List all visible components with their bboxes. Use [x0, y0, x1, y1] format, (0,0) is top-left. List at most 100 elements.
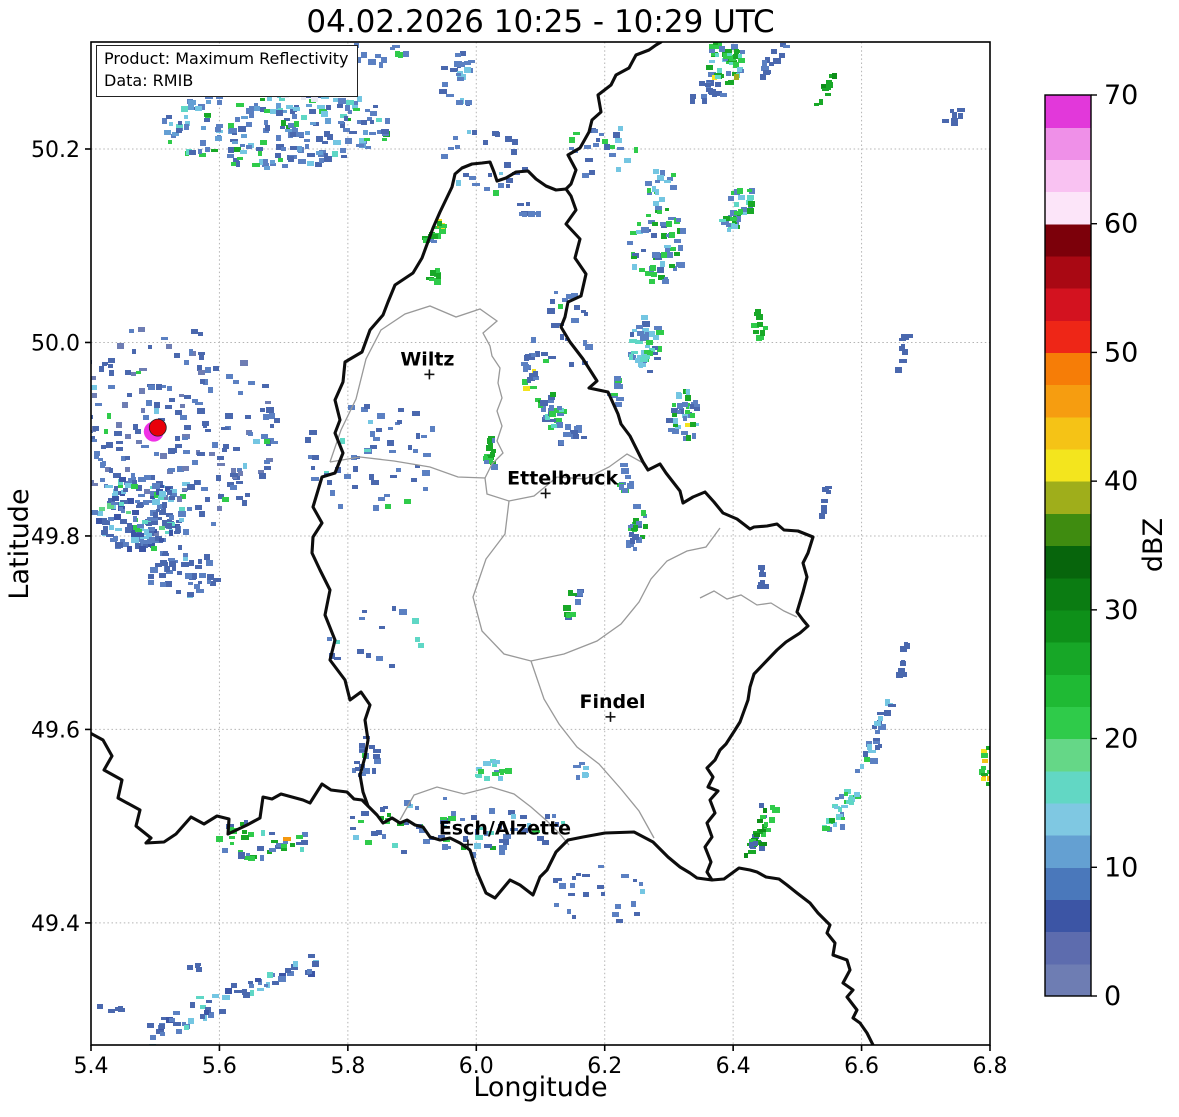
radar-echo-pixel	[159, 538, 164, 542]
radar-echo-pixel	[667, 177, 673, 181]
radar-echo-pixel	[203, 379, 208, 385]
radar-echo-pixel	[581, 310, 586, 313]
radar-echo-pixel	[616, 167, 621, 172]
radar-echo-pixel	[108, 498, 115, 502]
radar-echo-pixel	[737, 188, 743, 194]
radar-echo-pixel	[753, 330, 759, 334]
radar-echo-pixel	[168, 448, 175, 454]
radar-echo-pixel	[759, 803, 764, 808]
radar-echo-pixel	[602, 139, 608, 144]
radar-echo-pixel	[760, 815, 766, 819]
radar-echo-pixel	[373, 437, 380, 441]
radar-echo-pixel	[855, 769, 860, 773]
radar-echo-pixel	[53, 422, 59, 426]
radar-echo-pixel	[637, 355, 642, 361]
radar-echo-pixel	[68, 376, 73, 381]
colorbar-band	[1045, 159, 1091, 193]
radar-echo-pixel	[154, 452, 159, 456]
radar-echo-pixel	[709, 47, 715, 53]
radar-echo-pixel	[492, 762, 497, 767]
colorbar-tick-label: 70	[1104, 80, 1138, 111]
x-tick-label: 6.6	[844, 1054, 879, 1079]
radar-echo-pixel	[119, 502, 124, 506]
radar-echo-pixel	[571, 293, 578, 299]
radar-echo-pixel	[154, 531, 159, 536]
radar-echo-pixel	[379, 626, 385, 629]
radar-echo-pixel	[537, 836, 544, 841]
radar-echo-pixel	[70, 452, 77, 457]
radar-echo-pixel	[270, 160, 275, 164]
radar-echo-pixel	[132, 480, 137, 484]
radar-echo-pixel	[97, 511, 103, 516]
radar-echo-pixel	[312, 455, 319, 460]
radar-echo-pixel	[338, 504, 343, 509]
radar-echo-pixel	[630, 332, 634, 337]
radar-echo-pixel	[258, 151, 262, 156]
radar-echo-pixel	[361, 52, 367, 58]
colorbar-frame	[1044, 94, 1092, 997]
radar-echo-pixel	[358, 820, 364, 823]
radar-echo-pixel	[492, 760, 500, 764]
radar-echo-pixel	[82, 482, 88, 485]
radar-echo-pixel	[125, 527, 132, 533]
radar-echo-pixel	[91, 480, 94, 485]
radar-echo-pixel	[152, 499, 160, 505]
radar-echo-pixel	[237, 157, 243, 160]
radar-echo-pixel	[418, 643, 424, 648]
radar-echo-pixel	[131, 473, 135, 478]
radar-echo-pixel	[236, 161, 240, 167]
radar-echo-pixel	[344, 474, 351, 479]
radar-echo-pixel	[498, 183, 504, 188]
radar-echo-pixel	[353, 835, 359, 840]
radar-echo-pixel	[673, 424, 678, 427]
radar-echo-pixel	[981, 773, 988, 776]
radar-echo-pixel	[310, 122, 316, 125]
radar-echo-pixel	[248, 432, 253, 436]
radar-echo-pixel	[363, 130, 368, 135]
radar-echo-pixel	[182, 488, 188, 491]
radar-echo-pixel	[713, 45, 719, 49]
radar-echo-pixel	[522, 379, 528, 385]
y-tick-label: 50.0	[31, 331, 80, 356]
radar-echo-pixel	[685, 410, 690, 414]
radar-echo-pixel	[213, 578, 221, 582]
radar-echo-pixel	[201, 126, 206, 130]
radar-echo-pixel	[210, 581, 216, 586]
radar-echo-pixel	[622, 488, 628, 493]
radar-echo-pixel	[837, 814, 843, 817]
radar-echo-pixel	[392, 45, 400, 48]
radar-echo-pixel	[557, 413, 564, 416]
radar-echo-pixel	[379, 816, 384, 820]
radar-echo-pixel	[821, 505, 827, 510]
radar-echo-pixel	[136, 485, 142, 491]
radar-echo-pixel	[647, 188, 651, 193]
radar-echo-pixel	[734, 74, 739, 80]
radar-echo-pixel	[822, 826, 830, 831]
colorbar-band	[1045, 95, 1091, 128]
radar-echo-pixel	[372, 59, 376, 65]
radar-echo-pixel	[396, 468, 401, 472]
radar-echo-pixel	[442, 844, 448, 850]
radar-echo-pixel	[142, 520, 148, 524]
radar-echo-pixel	[706, 88, 713, 92]
radar-echo-pixel	[176, 124, 183, 128]
radar-echo-pixel	[260, 855, 264, 861]
radar-echo-pixel	[160, 560, 167, 566]
radar-echo-pixel	[550, 392, 556, 397]
radar-echo-pixel	[380, 807, 385, 812]
radar-echo-pixel	[340, 122, 345, 128]
radar-echo-pixel	[412, 411, 420, 416]
radar-echo-pixel	[397, 823, 404, 826]
radar-echo-pixel	[156, 509, 160, 512]
radar-echo-pixel	[373, 505, 379, 511]
radar-echo-pixel	[472, 183, 480, 186]
radar-echo-pixel	[133, 424, 138, 430]
radar-echo-pixel	[404, 499, 411, 504]
radar-echo-pixel	[648, 220, 655, 224]
radar-echo-pixel	[154, 402, 160, 408]
radar-echo-pixel	[158, 496, 164, 500]
radar-echo-pixel	[631, 901, 636, 907]
radar-echo-pixel	[236, 481, 243, 484]
radar-echo-pixel	[759, 572, 766, 577]
radar-echo-pixel	[235, 117, 240, 122]
